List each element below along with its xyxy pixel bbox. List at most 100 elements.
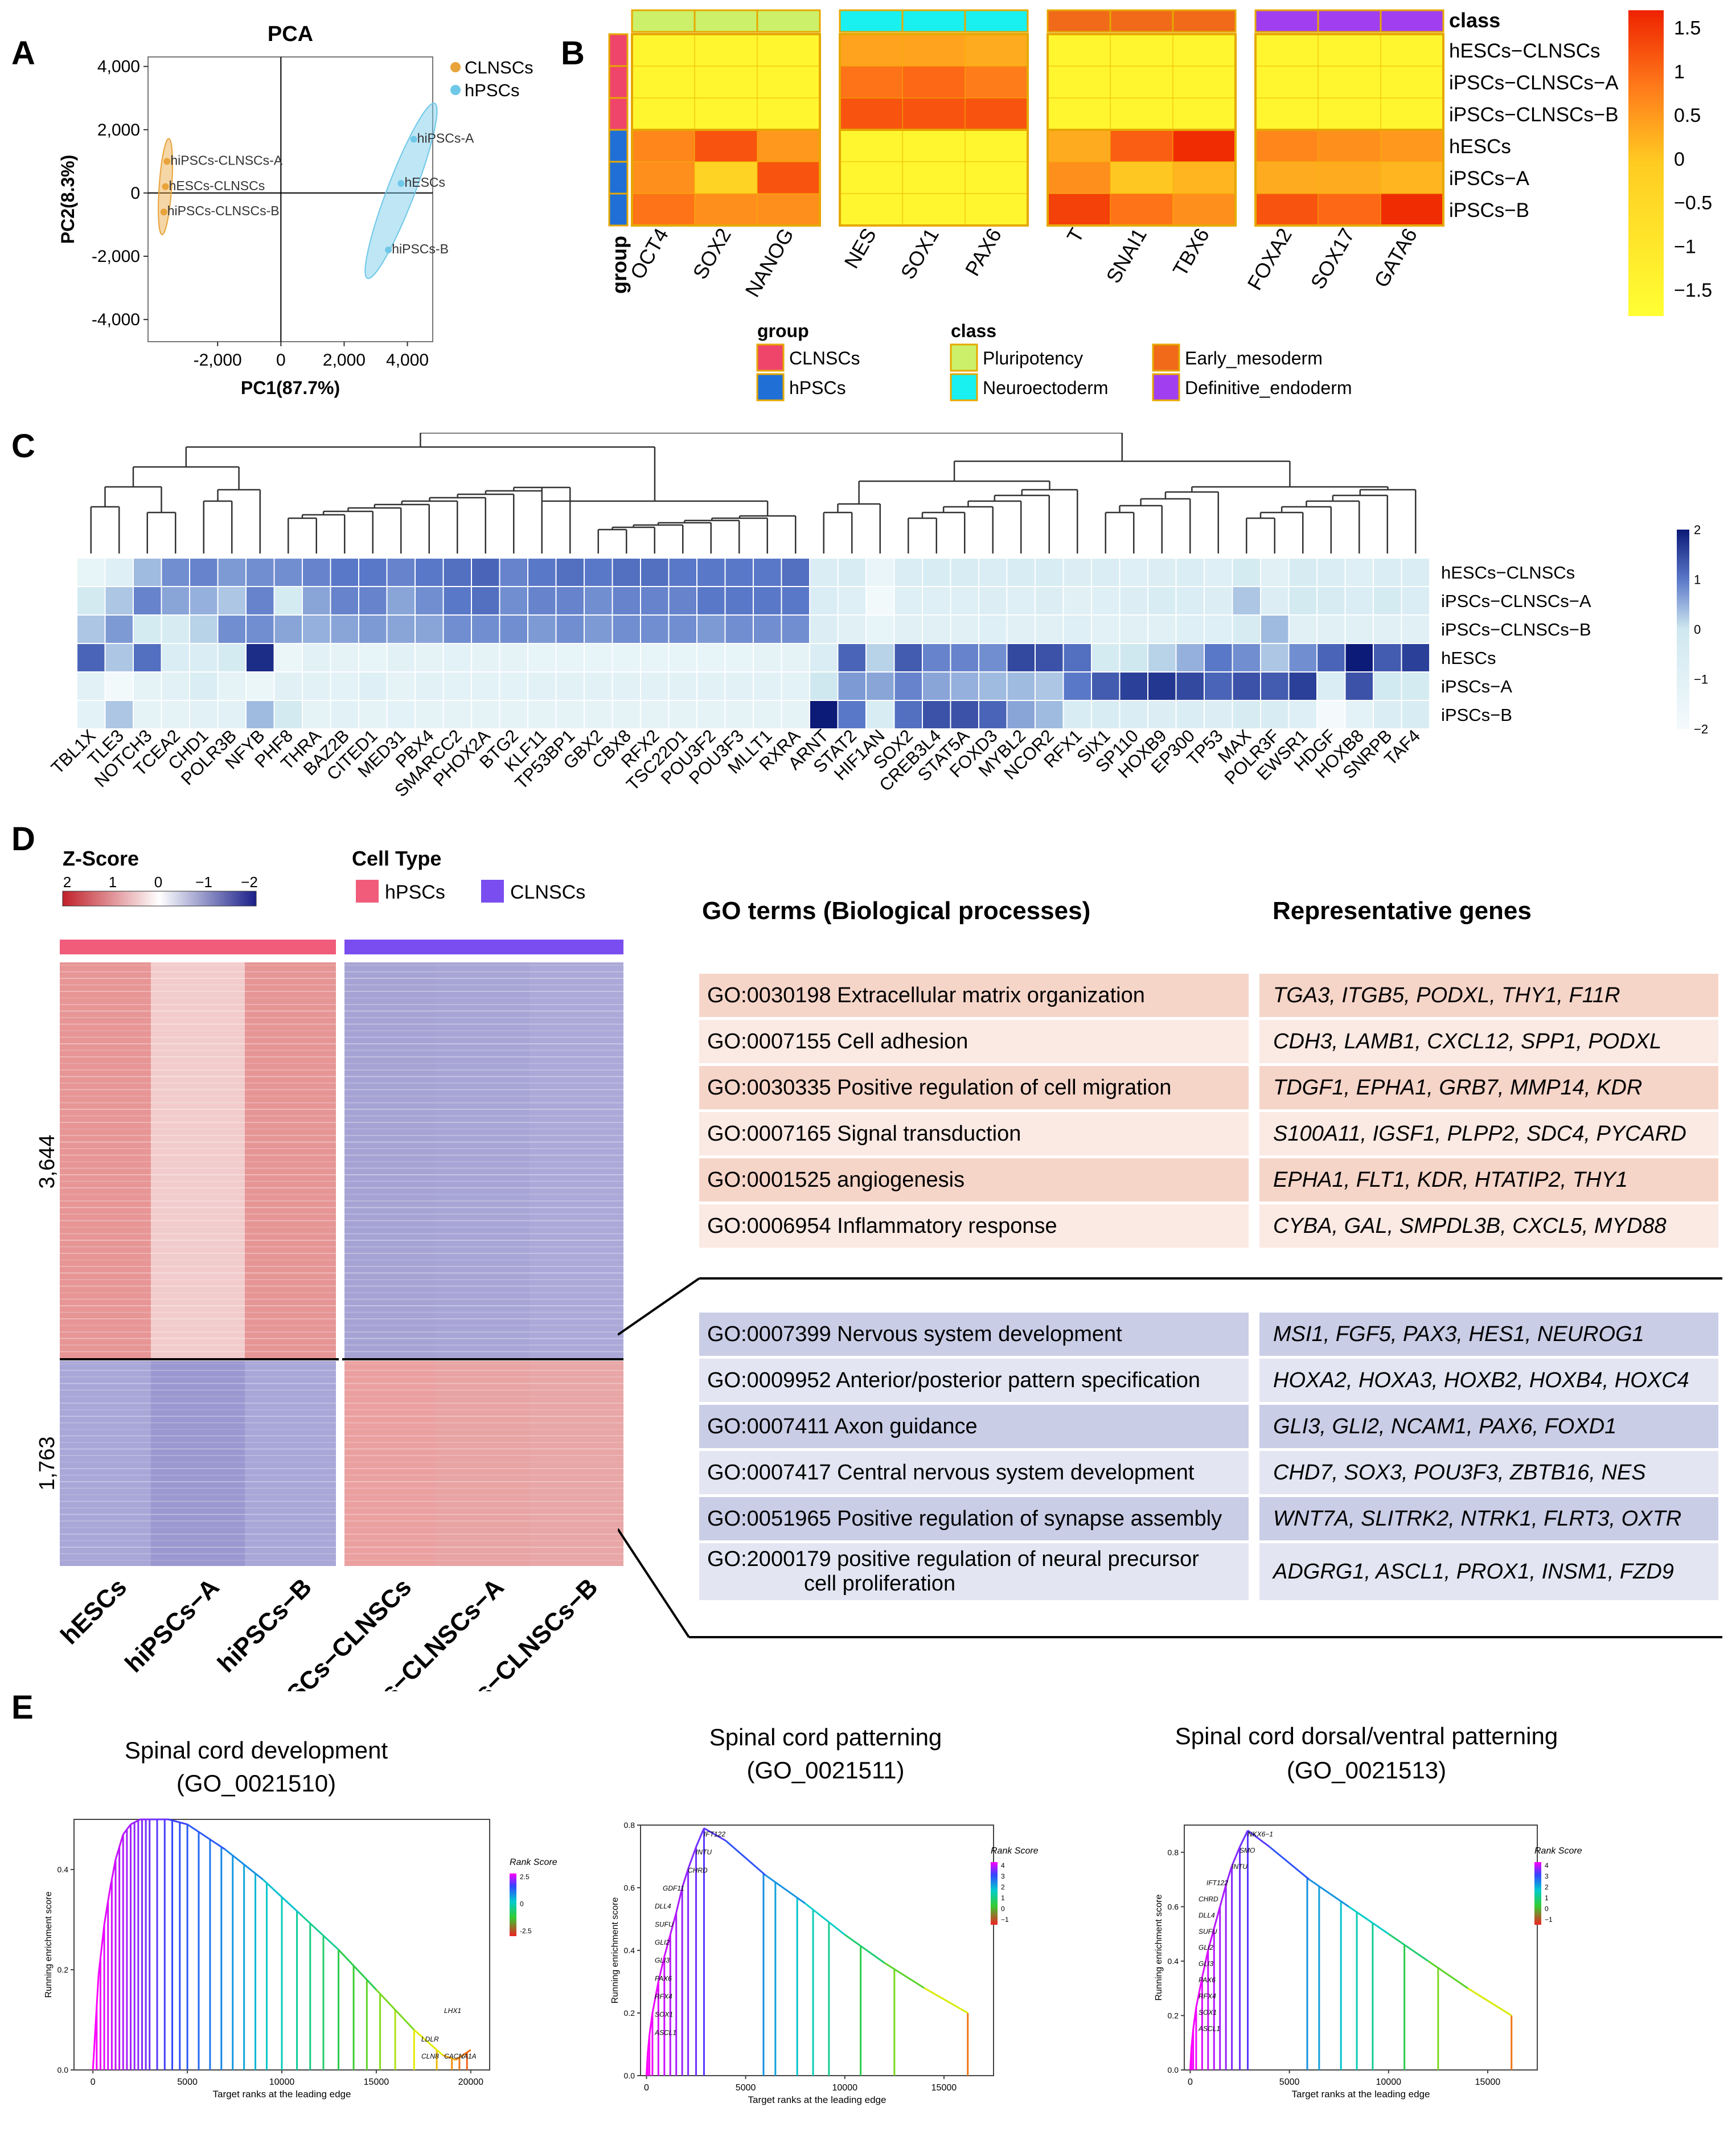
tf-cell <box>189 671 219 701</box>
celltype-swatch <box>356 880 379 903</box>
tf-cell <box>161 586 190 616</box>
heat-cell <box>757 161 820 194</box>
pca-point <box>160 208 167 216</box>
tf-cell <box>133 671 162 701</box>
pca-ytick-label: 0 <box>130 184 140 203</box>
gsea-curve <box>647 2035 651 2054</box>
tf-cell <box>1147 586 1177 616</box>
tf-colorbar-tick: 0 <box>1694 622 1701 637</box>
deg-up-block <box>344 962 436 1358</box>
col-label: NES <box>839 224 881 273</box>
tf-cell <box>302 643 331 673</box>
go-down-row: GO:0007411 Axon guidance <box>699 1405 1249 1448</box>
tf-cell <box>724 557 754 587</box>
go-up-row: GO:0030198 Extracellular matrix organiza… <box>699 974 1249 1017</box>
gsea-legend-tick: 1 <box>1001 1894 1005 1902</box>
tf-cell <box>1373 671 1402 701</box>
tf-cell <box>76 557 106 587</box>
gsea-gene-label: INTU <box>696 1848 712 1856</box>
gsea-curve <box>375 1989 415 2031</box>
tf-cell <box>442 671 472 701</box>
gsea-legend-title: Rank Score <box>1534 1846 1582 1856</box>
celltype-label: hPSCs <box>385 882 445 903</box>
tf-cell <box>555 700 585 729</box>
tf-cell <box>358 614 388 644</box>
panel-letter-d: D <box>11 821 35 858</box>
tf-cell <box>1147 700 1177 729</box>
group-label: group <box>608 236 631 294</box>
gsea-curve <box>442 2054 456 2061</box>
class-cell <box>1380 9 1444 33</box>
gsea-legend-bar <box>1534 1862 1541 1925</box>
gsea-curve <box>765 1874 806 1904</box>
colorbar-tick: 0.5 <box>1674 105 1701 126</box>
tf-cell <box>1035 614 1064 644</box>
tf-cell <box>1035 671 1064 701</box>
tf-cell <box>837 671 867 701</box>
class-cell <box>1172 9 1237 33</box>
gsea-ytick-label: 0.6 <box>624 1883 635 1892</box>
tf-cell <box>1232 643 1261 673</box>
heat-cell <box>631 129 695 162</box>
tf-cell <box>1119 700 1148 729</box>
tf-cell <box>1062 557 1092 587</box>
gsea-curve <box>703 1827 727 1842</box>
gsea-legend-tick: 0 <box>520 1900 524 1908</box>
gsea-legend-bar <box>991 1862 998 1925</box>
heat-cell <box>757 65 820 99</box>
row-label: iPSCs−CLNSCs−A <box>1449 72 1619 94</box>
gsea-ytick-label: 0.4 <box>1168 1957 1179 1966</box>
tf-cell <box>217 671 247 701</box>
tf-row-label: iPSCs−B <box>1441 705 1512 725</box>
gsea-ylabel: Running enrichment score <box>1154 1895 1164 2001</box>
gsea-gene-label: ASCL1 <box>654 2028 676 2036</box>
tf-cell <box>1147 643 1177 673</box>
tf-cell <box>612 557 641 587</box>
gsea-gene-label: IFT122 <box>704 1830 725 1838</box>
gsea-gene-label: SMO <box>1240 1846 1255 1854</box>
tf-cell <box>1316 586 1346 616</box>
deg-col-label: hiPSCs−B <box>212 1573 317 1678</box>
deg-col-label: hiPSCs−A <box>120 1573 224 1678</box>
gsea-curve <box>1427 1960 1468 1989</box>
tf-cell <box>865 557 895 587</box>
gsea-legend-tick: 3 <box>1545 1872 1549 1880</box>
tf-cell <box>1288 557 1318 587</box>
tf-cell <box>781 671 810 701</box>
tf-cell <box>893 700 923 729</box>
heat-cell <box>1380 161 1444 194</box>
tf-cell <box>358 700 388 729</box>
tf-cell <box>161 614 190 644</box>
heat-cell <box>1047 65 1111 99</box>
heat-cell <box>1255 161 1319 194</box>
gsea-curve <box>130 1818 141 1826</box>
zscore-tick: 2 <box>63 874 71 891</box>
zscore-tick: −2 <box>241 874 258 891</box>
tf-cell <box>273 671 303 701</box>
gsea-gene-label: SUFU <box>655 1920 674 1928</box>
tf-cell <box>922 671 951 701</box>
go-down-row: GO:0007399 Nervous system development <box>699 1313 1249 1356</box>
gsea-gene-label: PAX6 <box>1199 1976 1216 1984</box>
deg-heatmap: Z-Score 2 1 0 −1 −2 Cell Type hPSCs CLNSCs 3,644 1… <box>35 848 623 1691</box>
tf-row-label: iPSCs−CLNSCs−B <box>1441 620 1591 639</box>
tf-cell <box>1373 614 1402 644</box>
gsea-gene-label: GDF11 <box>663 1884 684 1892</box>
tf-cell <box>1260 557 1290 587</box>
connector-lower-diagonal <box>618 1528 690 1638</box>
gsea-curve <box>657 1956 666 1982</box>
tf-cell <box>781 557 810 587</box>
tf-cell <box>978 557 1008 587</box>
legend-class-label: Early_mesoderm <box>1185 348 1323 368</box>
gsea-curve <box>1467 1987 1512 2016</box>
tf-cell <box>978 614 1008 644</box>
tf-cell <box>217 700 247 729</box>
tf-cell <box>1288 643 1318 673</box>
gsea-frame <box>1184 1825 1538 2071</box>
gsea-curve <box>844 1934 885 1964</box>
tf-cell <box>781 586 810 616</box>
heat-cell <box>631 97 695 130</box>
tf-cell <box>414 700 444 729</box>
tf-cell <box>640 700 670 729</box>
gsea-ytick-label: 0.4 <box>58 1865 69 1874</box>
